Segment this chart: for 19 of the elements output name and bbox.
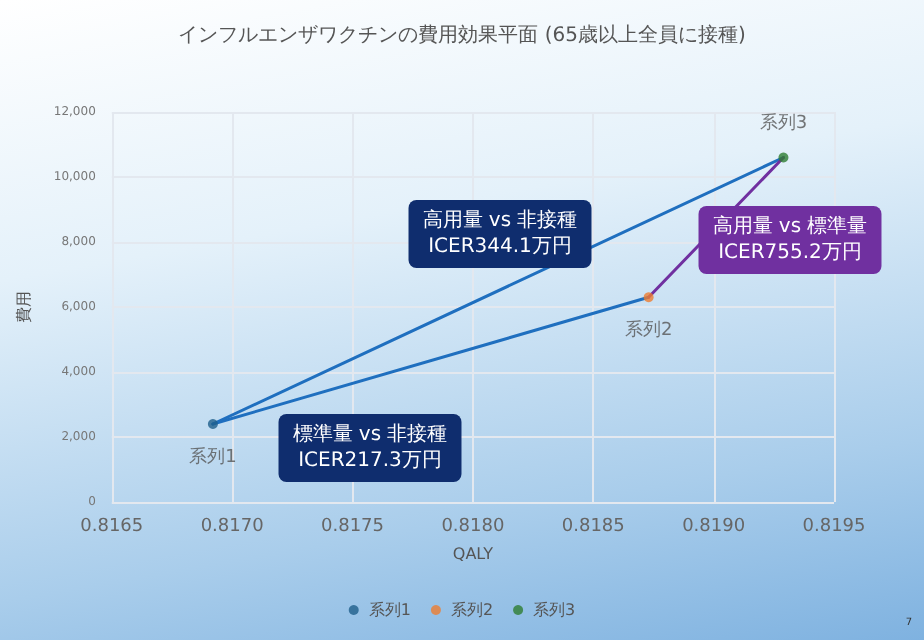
legend-label: 系列3: [533, 601, 576, 619]
chart-title: インフルエンザワクチンの費用効果平面 (65歳以上全員に接種): [178, 23, 746, 47]
x-tick-label: 0.8195: [802, 517, 866, 537]
annotation: 標準量 vs 非接種 ICER217.3万円: [292, 422, 448, 472]
x-tick-label: 0.8170: [200, 517, 265, 537]
x-tick-label: 0.8190: [682, 517, 746, 537]
y-axis-title: 費用: [15, 291, 33, 323]
annotation: 高用量 vs 標準量 ICER755.2万円: [712, 214, 868, 264]
x-axis-title: QALY: [452, 544, 494, 563]
x-tick-label: 0.8165: [80, 517, 144, 537]
x-tick-label: 0.8180: [441, 517, 505, 537]
annotation: 高用量 vs 非接種 ICER344.1万円: [422, 208, 578, 258]
text: 系列1: [189, 448, 237, 468]
text: 系列2: [624, 321, 673, 342]
text: 系列3: [759, 113, 808, 134]
x-tick-label: 0.8185: [561, 517, 625, 537]
legend-label: 系列1: [368, 601, 411, 619]
x-tick-label: 0.8175: [321, 517, 385, 537]
legend-label: 系列2: [450, 601, 494, 619]
